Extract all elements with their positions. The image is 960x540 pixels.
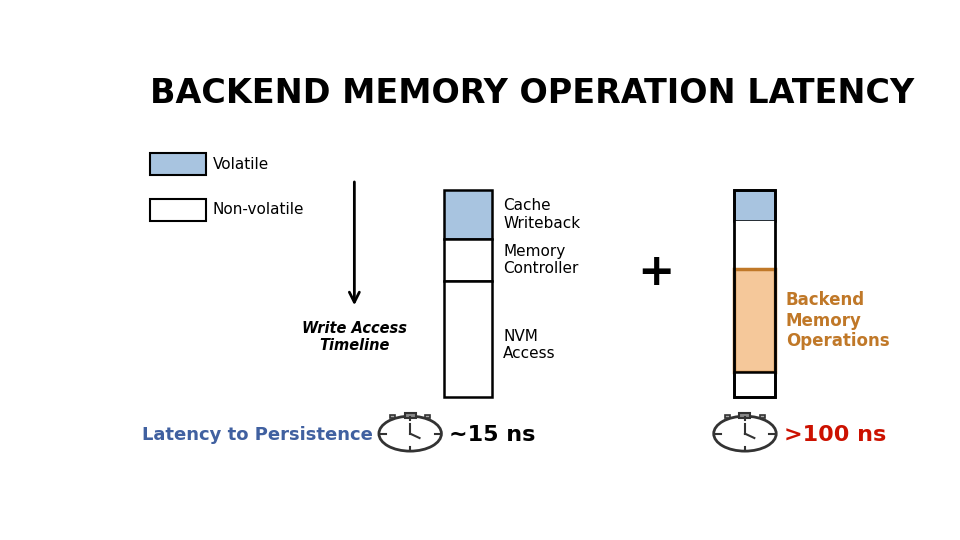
Text: Volatile: Volatile [213, 157, 269, 172]
Bar [405, 413, 416, 417]
Bar [733, 373, 775, 397]
Bar [150, 199, 205, 221]
Text: Memory
Controller: Memory Controller [503, 244, 579, 276]
Text: >100 ns: >100 ns [783, 425, 886, 445]
Bar [444, 281, 492, 397]
Circle shape [379, 416, 442, 451]
Bar [725, 415, 731, 418]
Text: Non-volatile: Non-volatile [213, 202, 304, 218]
Text: NVM
Access: NVM Access [503, 329, 556, 361]
Text: Backend
Memory
Operations: Backend Memory Operations [786, 291, 890, 350]
Text: Cache
Writeback: Cache Writeback [503, 198, 580, 231]
Bar [444, 190, 492, 239]
Circle shape [713, 416, 777, 451]
Bar [739, 413, 751, 417]
Bar [733, 190, 775, 397]
Text: BACKEND MEMORY OPERATION LATENCY: BACKEND MEMORY OPERATION LATENCY [150, 77, 914, 110]
Text: Write Access
Timeline: Write Access Timeline [301, 321, 407, 353]
Bar [733, 268, 775, 373]
Bar [150, 153, 205, 175]
Bar [759, 415, 765, 418]
Text: ~15 ns: ~15 ns [449, 425, 536, 445]
Text: Latency to Persistence: Latency to Persistence [142, 426, 373, 444]
Bar [444, 239, 492, 281]
Bar [733, 221, 775, 268]
Bar [391, 415, 396, 418]
Text: +: + [637, 251, 674, 294]
Bar [733, 190, 775, 221]
Bar [425, 415, 430, 418]
